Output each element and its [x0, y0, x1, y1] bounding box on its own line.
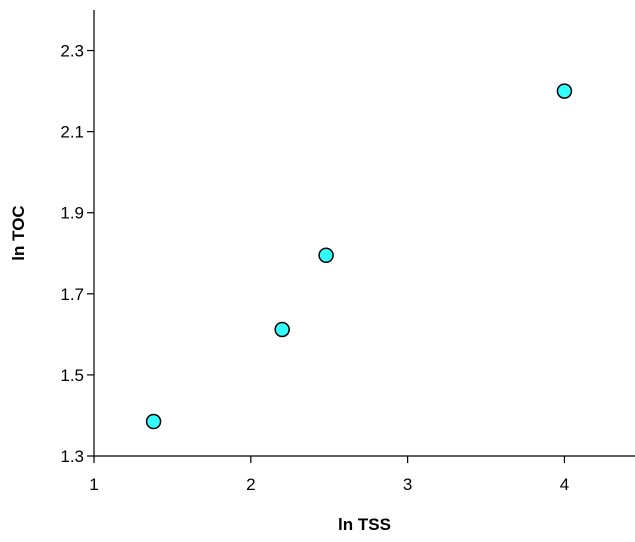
data-points	[145, 83, 573, 430]
data-point	[556, 83, 573, 99]
x-axis-title: ln TSS	[338, 515, 391, 534]
y-axis-title: ln TOC	[9, 205, 28, 260]
axes	[93, 10, 635, 457]
x-tick-label: 4	[560, 475, 569, 494]
y-tick-label: 1.7	[60, 285, 84, 304]
data-point	[318, 247, 334, 264]
y-ticks: 1.3 1.5 1.7 1.9 2.1 2.3	[60, 42, 94, 466]
y-tick-label: 1.5	[60, 366, 84, 385]
data-point	[274, 321, 290, 338]
x-tick-label: 2	[246, 475, 255, 494]
y-tick-label: 2.3	[60, 42, 84, 61]
y-tick-label: 2.1	[60, 123, 84, 142]
x-ticks: 1 2 3 4	[89, 456, 569, 494]
x-tick-label: 3	[403, 475, 412, 494]
data-point	[145, 413, 162, 430]
x-tick-label: 1	[89, 475, 98, 494]
y-tick-label: 1.3	[60, 447, 84, 466]
y-tick-label: 1.9	[60, 204, 84, 223]
